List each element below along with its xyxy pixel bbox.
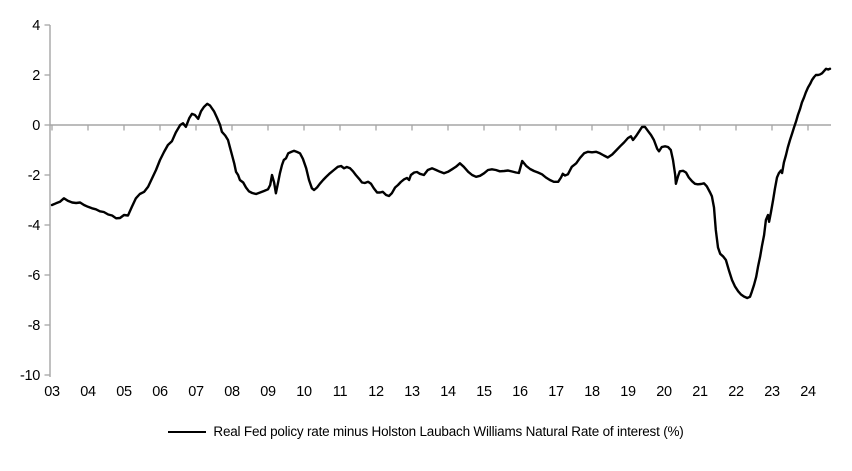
y-axis-label: -6 xyxy=(28,268,41,284)
x-axis-label: 22 xyxy=(728,384,744,400)
x-axis-label: 07 xyxy=(188,384,204,400)
y-axis-label: -10 xyxy=(20,368,40,384)
y-axis-label: 4 xyxy=(32,18,40,34)
legend: Real Fed policy rate minus Holston Lauba… xyxy=(0,424,852,439)
y-axis-label: 2 xyxy=(32,68,40,84)
x-axis-label: 09 xyxy=(260,384,276,400)
x-axis-label: 24 xyxy=(800,384,816,400)
x-axis-label: 06 xyxy=(152,384,168,400)
x-axis-label: 19 xyxy=(620,384,636,400)
y-axis-label: -8 xyxy=(28,318,41,334)
x-axis-label: 20 xyxy=(656,384,672,400)
x-axis-label: 16 xyxy=(512,384,528,400)
x-axis-label: 14 xyxy=(440,384,456,400)
x-axis-label: 18 xyxy=(584,384,600,400)
y-axis-label: -4 xyxy=(28,218,41,234)
x-axis-label: 13 xyxy=(404,384,420,400)
y-axis-label: -2 xyxy=(28,168,41,184)
x-axis-label: 15 xyxy=(476,384,492,400)
y-axis-label: 0 xyxy=(32,118,40,134)
x-axis-label: 03 xyxy=(44,384,60,400)
x-axis-label: 17 xyxy=(548,384,564,400)
x-axis-label: 11 xyxy=(333,384,348,400)
x-axis-label: 05 xyxy=(116,384,132,400)
line-chart: 03 04 05 06 07 08 09 10 11 12 13 14 15 16 17 18 19 20 21 22… xyxy=(20,18,832,400)
x-axis-label: 12 xyxy=(368,384,384,400)
x-axis-label: 23 xyxy=(764,384,780,400)
x-axis-label: 08 xyxy=(224,384,240,400)
legend-line-swatch xyxy=(168,430,207,433)
series-line xyxy=(50,67,832,300)
legend-label: Real Fed policy rate minus Holston Lauba… xyxy=(213,424,684,439)
x-axis-label: 21 xyxy=(692,384,708,400)
x-axis-label: 04 xyxy=(80,384,96,400)
x-axis-label: 10 xyxy=(296,384,312,400)
